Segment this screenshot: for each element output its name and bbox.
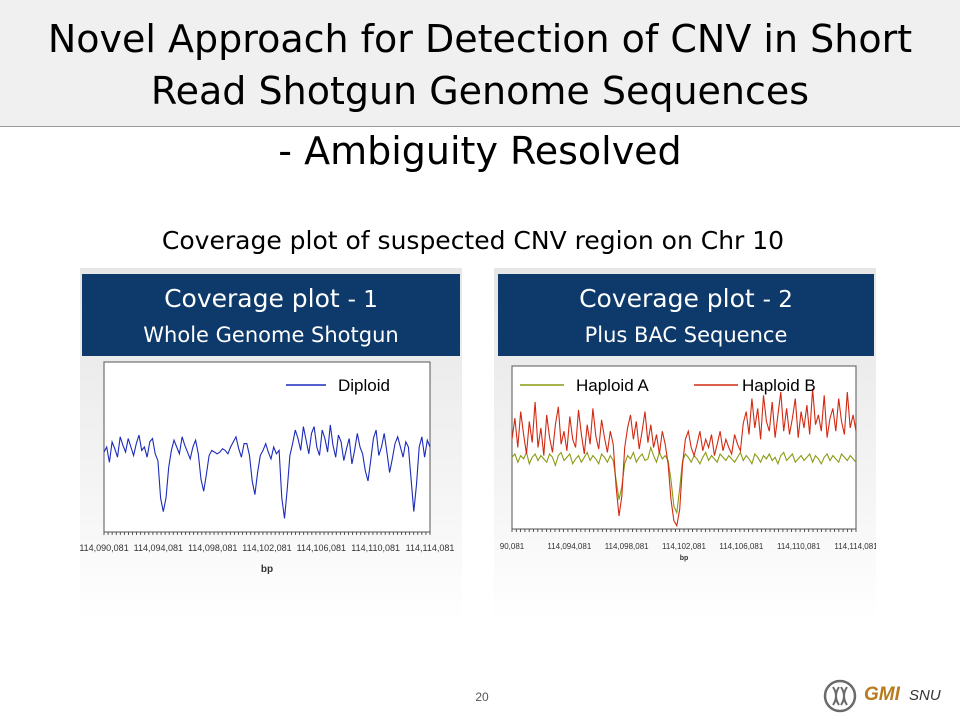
x-tick-label: 114,110,081 — [777, 542, 821, 551]
panel-title-number: - 1 — [347, 287, 378, 313]
slide-title-line-1: Novel Approach for Detection of CNV in S… — [47, 17, 913, 61]
x-tick-label: 114,094,081 — [547, 542, 591, 551]
panel-header: Coverage plot - 1 Whole Genome Shotgun — [82, 274, 460, 356]
coverage-chart-1: Diploid 114,090,081 114,094,081 114,098,081… — [80, 361, 455, 575]
coverage-chart-2: Haploid A Haploid B 90,081 114,094,081 114,0… — [500, 365, 876, 562]
gmi-snu-logo: GMI SNU — [822, 678, 952, 714]
page-number: 20 — [475, 690, 489, 704]
dna-emblem-icon — [823, 679, 857, 713]
slide-title-line-2: Read Shotgun Genome Sequences — [150, 69, 810, 113]
panel-header: Coverage plot - 2 Plus BAC Sequence — [498, 274, 874, 356]
coverage-panel-1: Coverage plot - 1 Whole Genome Shotgun D… — [80, 268, 462, 623]
coverage-panel-2: Coverage plot - 2 Plus BAC Sequence Hapl… — [494, 268, 876, 623]
series-line — [511, 445, 857, 515]
x-tick-label: 90,081 — [500, 542, 525, 551]
x-tick-label: 114,090,081 — [80, 543, 129, 553]
panel-title-main: Coverage plot — [164, 284, 340, 313]
panel-title-number: - 2 — [762, 287, 793, 313]
x-tick-label: 114,110,081 — [351, 543, 400, 553]
x-tick-label: 114,094,081 — [134, 543, 183, 553]
x-tick-label: 114,114,081 — [406, 543, 455, 553]
panel-title: Coverage plot - 2 — [498, 284, 874, 315]
x-tick-label: 114,106,081 — [719, 542, 763, 551]
x-tick-label: 114,114,081 — [834, 542, 876, 551]
legend-label: Haploid A — [576, 376, 649, 395]
logo-text-gmi: GMI — [864, 684, 900, 705]
panel-title: Coverage plot - 1 — [82, 284, 460, 315]
panel-subtitle: Plus BAC Sequence — [584, 323, 788, 347]
x-axis-label: bp — [680, 555, 689, 562]
figure-caption: Coverage plot of suspected CNV region on… — [161, 226, 785, 255]
legend-label: Haploid B — [742, 376, 816, 395]
x-tick-label: 114,098,081 — [188, 543, 237, 553]
title-band: Novel Approach for Detection of CNV in S… — [0, 0, 960, 127]
x-tick-label: 114,102,081 — [242, 543, 291, 553]
series-line — [103, 424, 431, 519]
logo-text-snu: SNU — [909, 687, 941, 704]
slide-subtitle: - Ambiguity Resolved — [278, 129, 682, 173]
panel-subtitle: Whole Genome Shotgun — [143, 323, 399, 347]
panel-title-main: Coverage plot — [579, 284, 755, 313]
x-tick-label: 114,098,081 — [605, 542, 649, 551]
legend-label: Diploid — [338, 376, 390, 395]
series-line — [511, 388, 857, 528]
x-tick-label: 114,102,081 — [662, 542, 706, 551]
x-tick-label: 114,106,081 — [297, 543, 346, 553]
x-axis-label: bp — [261, 564, 273, 575]
